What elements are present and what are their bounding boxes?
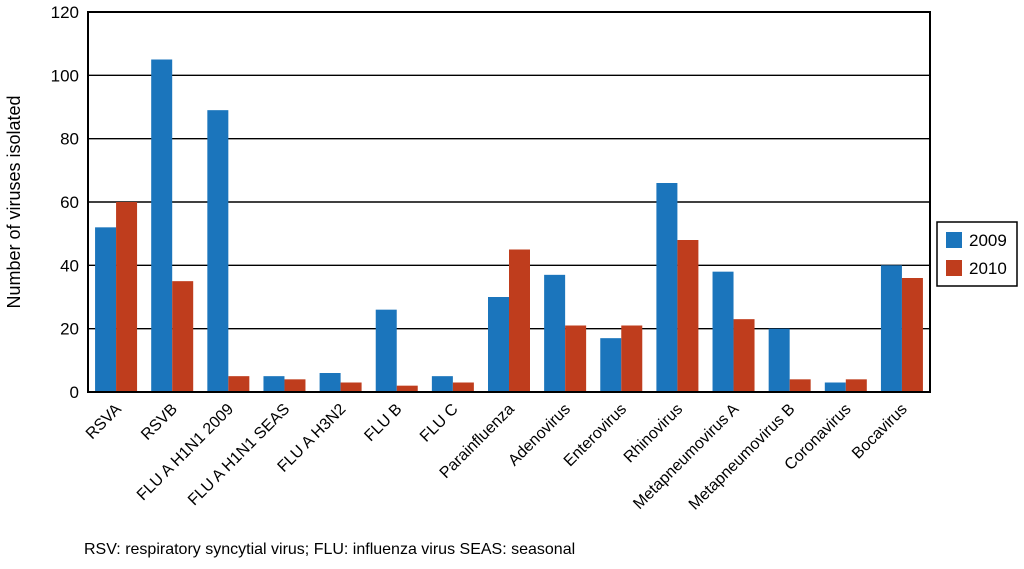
bar-2009-metapneumovirus-a (712, 271, 734, 392)
bar-2010-adenovirus (565, 325, 587, 392)
y-tick-label: 20 (60, 320, 79, 339)
y-axis-label: Number of viruses isolated (4, 95, 24, 308)
bar-2009-parainfluenza (488, 297, 509, 392)
bar-2009-flu-a-h1n1-2009 (207, 110, 229, 393)
bar-2010-rhinovirus (677, 240, 699, 392)
bar-2009-flu-c (431, 376, 453, 392)
y-tick-label: 40 (60, 256, 79, 275)
bar-2009-rsva (95, 227, 117, 392)
x-tick-label: FLU C (417, 401, 462, 446)
bar-2009-coronavirus (824, 382, 846, 392)
bar-2009-adenovirus (544, 274, 566, 392)
chart-footnote: RSV: respiratory syncytial virus; FLU: i… (84, 541, 576, 558)
bar-2009-enterovirus (600, 338, 622, 392)
bar-2010-rsvb (172, 281, 194, 392)
legend-label-2009: 2009 (969, 231, 1007, 250)
legend-swatch-2009 (946, 232, 962, 248)
bar-2010-metapneumovirus-a (733, 319, 755, 392)
bar-2009-bocavirus (880, 265, 902, 392)
x-tick-label: Bocavirus (849, 401, 911, 463)
x-tick-label: FLU A H1N1 SEAS (185, 401, 293, 509)
x-tick-label: RSVB (138, 401, 181, 444)
bar-2010-flu-a-h3n2 (340, 382, 362, 392)
bar-2010-enterovirus (621, 325, 643, 392)
bar-2010-bocavirus (901, 278, 923, 392)
y-tick-label: 60 (60, 193, 79, 212)
bar-2010-flu-c (452, 382, 474, 392)
y-tick-label: 0 (70, 383, 79, 402)
x-tick-label: RSVA (83, 401, 125, 443)
y-tick-label: 100 (51, 66, 79, 85)
bar-2009-rhinovirus (656, 183, 678, 392)
bar-2010-parainfluenza (509, 249, 530, 392)
bar-2009-rsvb (151, 59, 173, 392)
x-tick-label: FLU A H1N1 2009 (134, 401, 237, 504)
bar-2010-flu-a-h1n1-seas (284, 379, 306, 392)
bar-2010-metapneumovirus-b (789, 379, 811, 392)
bar-2010-rsva (116, 202, 138, 392)
y-tick-label: 120 (51, 3, 79, 22)
x-tick-label: Metapneumovirus A (630, 401, 742, 513)
y-tick-label: 80 (60, 130, 79, 149)
plot-frame (87, 11, 931, 393)
x-tick-label: FLU B (361, 401, 405, 445)
bar-2010-flu-a-h1n1-2009 (228, 376, 250, 392)
legend-label-2010: 2010 (969, 259, 1007, 278)
bar-2009-flu-b (375, 309, 397, 392)
legend-swatch-2010 (946, 260, 962, 276)
bar-2009-metapneumovirus-b (768, 328, 790, 392)
bar-2010-flu-b (396, 385, 418, 392)
bar-2009-flu-a-h3n2 (319, 373, 341, 392)
x-tick-label: Metapneumovirus B (686, 401, 799, 514)
bar-2009-flu-a-h1n1-seas (263, 376, 285, 392)
bar-2010-coronavirus (845, 379, 867, 392)
